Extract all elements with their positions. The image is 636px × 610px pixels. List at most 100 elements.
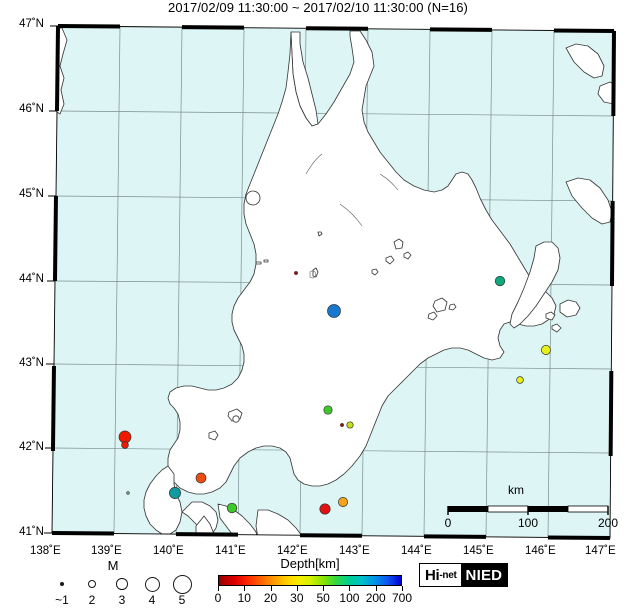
depth-tick-label-5: 100 [339, 591, 360, 605]
depth-tick-1 [244, 586, 246, 591]
earthquake-marker[interactable] [226, 502, 238, 514]
lat-label-44: 44˚N [19, 273, 44, 285]
land-rishiri-island [245, 190, 261, 206]
depth-tick-label-1: 10 [237, 591, 251, 605]
magnitude-legend-values: ~1 2 3 4 5 [28, 593, 198, 609]
earthquake-marker[interactable] [516, 376, 524, 384]
hinet-label: Hi -net [420, 564, 461, 586]
lon-label-144: 144˚E [401, 545, 432, 557]
depth-tick-label-7: 700 [391, 591, 413, 605]
land-hokkaido-main [167, 30, 557, 495]
earthquake-marker[interactable] [494, 275, 506, 287]
scale-bar [447, 505, 609, 515]
depth-legend: Depth[km] 0 10 20 30 50 100 200 700 [212, 556, 412, 610]
depth-tick-2 [270, 586, 272, 591]
land-islet-kuril-3 [403, 251, 412, 260]
magnitude-circle [116, 578, 128, 590]
land-kuril-upper-right-2 [597, 81, 614, 105]
lon-label-141: 141˚E [215, 545, 246, 557]
magnitude-value-4: 5 [178, 593, 186, 607]
magnitude-legend-symbols [28, 574, 198, 594]
depth-tick-5 [349, 586, 351, 591]
earthquake-marker[interactable] [118, 430, 132, 444]
land-islet-a [255, 261, 262, 265]
axis-ticks [44, 25, 58, 534]
map-canvas[interactable] [0, 14, 636, 549]
depth-tick-label-3: 30 [290, 591, 304, 605]
lon-label-139: 139˚E [91, 545, 122, 557]
depth-tick-6 [375, 586, 377, 591]
magnitude-symbol-3 [140, 574, 164, 594]
land-lake-mashu [448, 303, 457, 311]
land-kuril-upper-right [565, 43, 605, 79]
lon-label-147: 147˚E [585, 545, 616, 557]
lat-label-46: 46˚N [19, 103, 44, 115]
magnitude-legend-title: M [107, 558, 119, 573]
lat-label-43: 43˚N [19, 357, 44, 369]
magnitude-circle [144, 576, 160, 592]
depth-tick-label-4: 50 [316, 591, 330, 605]
scalebar-unit-label: km [508, 483, 524, 497]
coastlines [56, 27, 614, 538]
land-lake-kussharo [432, 297, 448, 313]
earthquake-marker[interactable] [195, 472, 207, 484]
earthquake-marker[interactable] [327, 304, 341, 318]
scalebar-tick-200: 200 [597, 516, 619, 530]
magnitude-value-0: ~1 [55, 593, 69, 607]
lon-label-145: 145˚E [463, 545, 494, 557]
magnitude-value-2: 3 [118, 593, 126, 607]
earthquake-marker[interactable] [346, 421, 354, 429]
magnitude-circle [172, 574, 192, 594]
lat-label-41: 41˚N [19, 526, 44, 538]
land-lake-toya [208, 430, 219, 441]
earthquake-marker[interactable] [294, 271, 299, 276]
scalebar-tick-100: 100 [517, 516, 539, 530]
lon-label-143: 143˚E [339, 545, 370, 557]
land-lake-small [232, 415, 240, 423]
magnitude-symbol-1 [80, 574, 104, 594]
land-islet-d [317, 231, 323, 237]
earthquake-marker[interactable] [121, 441, 129, 449]
lon-label-142: 142˚E [277, 545, 308, 557]
scalebar-tick-0: 0 [444, 516, 452, 530]
land-habomai-2 [551, 323, 562, 333]
depth-tick-label-6: 200 [365, 591, 386, 605]
lon-label-140: 140˚E [153, 545, 184, 557]
lat-label-45: 45˚N [19, 188, 44, 200]
earthquake-marker[interactable] [338, 497, 348, 507]
earthquake-marker[interactable] [169, 487, 181, 499]
magnitude-circle [59, 581, 65, 587]
earthquake-marker[interactable] [323, 405, 333, 415]
lon-label-138: 138˚E [30, 545, 61, 557]
magnitude-value-3: 4 [148, 593, 156, 607]
depth-colorbar[interactable] [218, 575, 402, 586]
land-lake-akan [427, 311, 438, 321]
magnitude-symbol-2 [110, 574, 134, 594]
land-islet-kuril-1 [393, 238, 404, 250]
depth-tick-label-0: 0 [214, 591, 222, 605]
depth-tick-label-2: 20 [263, 591, 278, 605]
land-islet-b [263, 259, 269, 263]
inland-detail [305, 153, 399, 279]
depth-legend-title: Depth[km] [280, 556, 340, 571]
lat-label-42: 42˚N [19, 441, 44, 453]
land-shikotan [559, 299, 581, 318]
earthquake-marker[interactable] [319, 503, 331, 515]
land-habomai-1 [545, 311, 556, 321]
depth-tick-3 [296, 586, 298, 591]
earthquake-marker[interactable] [126, 491, 130, 495]
earthquake-markers[interactable] [118, 271, 551, 515]
land-islet-kuril-4 [371, 268, 379, 276]
land-islet-kuril-2 [385, 255, 395, 265]
page-title: 2017/02/09 11:30:00 ~ 2017/02/10 11:30:0… [168, 0, 468, 15]
nied-label: NIED [460, 564, 508, 586]
earthquake-marker[interactable] [541, 345, 551, 355]
magnitude-symbol-4 [170, 574, 194, 594]
depth-tick-7 [402, 586, 403, 591]
earthquake-marker[interactable] [340, 423, 345, 428]
magnitude-legend: M ~1 2 3 4 5 [28, 558, 198, 608]
hinet-net-text: -net [439, 569, 457, 581]
magnitude-circle [88, 580, 96, 588]
map-panel[interactable] [0, 14, 636, 549]
magnitude-symbol-0 [50, 574, 74, 594]
